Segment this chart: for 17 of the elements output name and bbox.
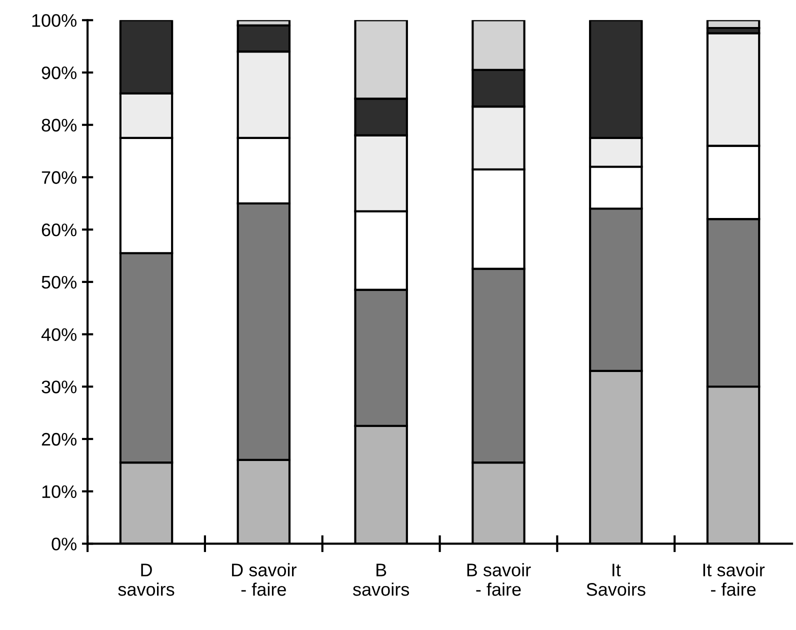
- y-tick-label: 20%: [42, 432, 76, 446]
- y-tick-label: 60%: [42, 224, 76, 236]
- x-tick-label: It Savoirs: [586, 564, 646, 596]
- y-tick-label: 100%: [32, 14, 77, 27]
- y-tick-label: 10%: [42, 485, 76, 498]
- x-tick-label: D savoirs: [118, 564, 174, 596]
- y-tick-label: 40%: [41, 328, 76, 341]
- x-tick-label: D savoir - faire: [232, 563, 296, 596]
- x-tick-label: It savoir - faire: [703, 563, 765, 596]
- y-tick-label: 90%: [42, 66, 76, 80]
- x-tick-label: B savoir - faire: [467, 563, 531, 596]
- y-tick-label: 70%: [42, 171, 76, 184]
- y-tick-label: 80%: [42, 118, 76, 132]
- y-tick-label: 0%: [52, 538, 76, 550]
- y-tick-label: 30%: [42, 380, 76, 394]
- x-tick-label: B savoirs: [352, 564, 410, 596]
- y-tick-label: 50%: [42, 276, 76, 289]
